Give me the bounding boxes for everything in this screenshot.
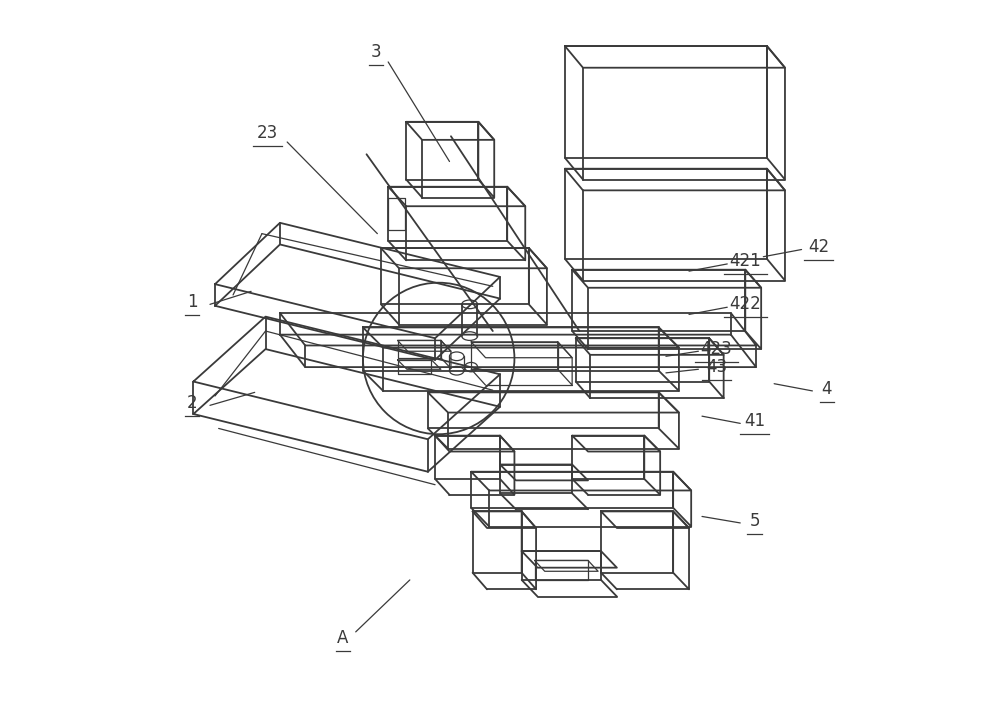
Text: 23: 23 bbox=[257, 124, 278, 142]
Text: 5: 5 bbox=[749, 512, 760, 530]
Text: A: A bbox=[337, 629, 348, 646]
Text: 42: 42 bbox=[808, 238, 829, 256]
Text: 421: 421 bbox=[729, 252, 761, 270]
Text: 422: 422 bbox=[729, 295, 761, 313]
Text: 41: 41 bbox=[744, 412, 765, 430]
Text: 2: 2 bbox=[187, 394, 197, 412]
Text: 423: 423 bbox=[701, 340, 732, 358]
Text: 3: 3 bbox=[371, 43, 381, 61]
Text: 43: 43 bbox=[706, 358, 727, 376]
Text: 4: 4 bbox=[822, 379, 832, 398]
Text: 1: 1 bbox=[187, 293, 197, 311]
